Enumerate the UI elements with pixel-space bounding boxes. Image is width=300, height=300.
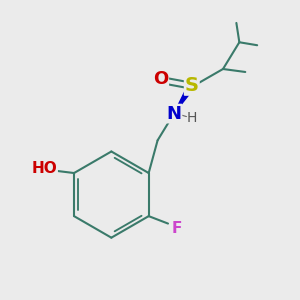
Polygon shape: [174, 83, 195, 114]
Text: O: O: [153, 70, 168, 88]
Text: HO: HO: [32, 161, 57, 176]
Text: H: H: [187, 111, 197, 125]
Text: S: S: [185, 76, 199, 95]
Text: N: N: [167, 105, 182, 123]
Text: F: F: [172, 220, 182, 236]
